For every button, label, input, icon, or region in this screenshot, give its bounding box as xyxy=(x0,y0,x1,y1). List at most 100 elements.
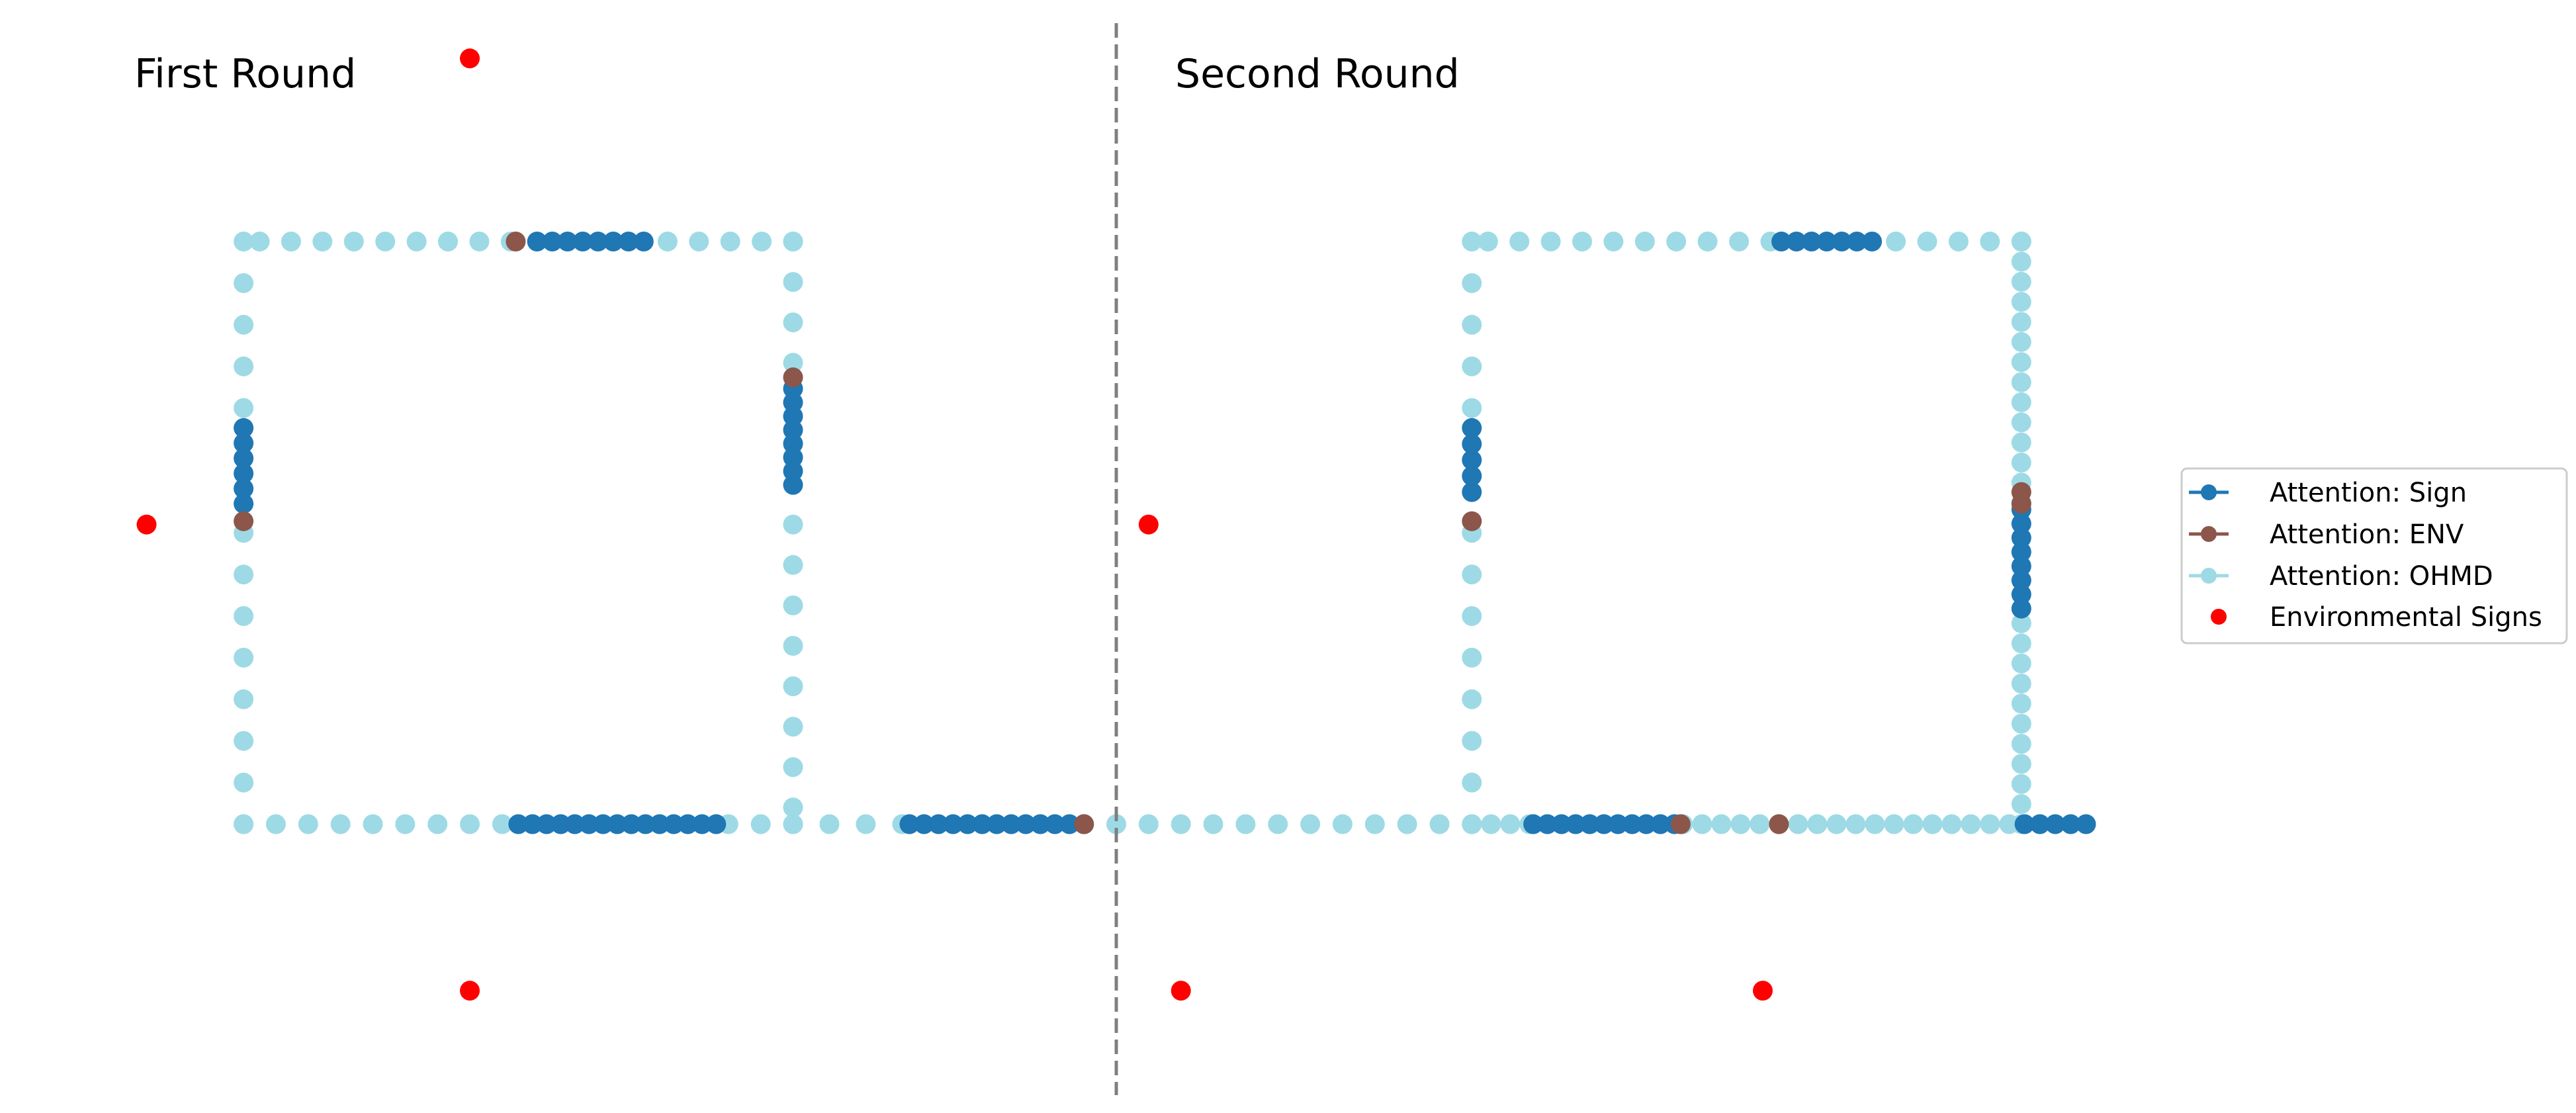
attention-sign-point xyxy=(1816,232,1837,251)
attention-sign-point xyxy=(1462,418,1482,438)
attention-ohmd-point xyxy=(2011,613,2031,633)
attention-ohmd-point xyxy=(265,814,286,834)
attention-env-point xyxy=(1670,814,1691,834)
attention-ohmd-point xyxy=(1462,689,1482,709)
attention-sign-point xyxy=(588,232,608,251)
attention-ohmd-point xyxy=(234,731,254,751)
attention-ohmd-point xyxy=(234,814,254,834)
attention-ohmd-point xyxy=(1462,814,1482,834)
attention-ohmd-point xyxy=(1462,356,1482,377)
attention-sign-point xyxy=(1462,450,1482,470)
attention-ohmd-point xyxy=(1509,232,1530,251)
attention-env-point xyxy=(783,367,803,388)
attention-ohmd-point xyxy=(2011,312,2031,332)
attention-ohmd-point xyxy=(234,398,254,418)
attention-ohmd-point xyxy=(1572,232,1592,251)
attention-ohmd-point xyxy=(298,814,318,834)
attention-sign-point xyxy=(664,814,684,834)
attention-ohmd-point xyxy=(1462,647,1482,668)
attention-ohmd-point xyxy=(1886,232,1906,251)
attention-sign-point xyxy=(2045,814,2065,834)
attention-ohmd-point xyxy=(363,814,383,834)
attention-sign-point xyxy=(1636,814,1656,834)
attention-sign-point xyxy=(706,814,727,834)
attention-sign-point xyxy=(564,814,585,834)
attention-sign-point xyxy=(1462,482,1482,502)
attention-ohmd-point xyxy=(234,772,254,793)
legend-ohmd-marker xyxy=(2201,568,2217,584)
attention-ohmd-series xyxy=(234,232,2031,834)
attention-ohmd-point xyxy=(689,232,709,251)
attention-sign-point xyxy=(1462,434,1482,454)
attention-ohmd-point xyxy=(1634,232,1655,251)
attention-sign-point xyxy=(234,494,254,514)
attention-sign-point xyxy=(2011,542,2031,562)
attention-sign-point xyxy=(1622,814,1642,834)
attention-ohmd-point xyxy=(783,797,803,818)
attention-sign-point xyxy=(1030,814,1051,834)
attention-ohmd-point xyxy=(2011,653,2031,674)
environmental-sign-point xyxy=(136,514,157,535)
attention-sign-point xyxy=(1001,814,1022,834)
attention-env-point xyxy=(234,511,254,531)
attention-sign-point xyxy=(1566,814,1586,834)
attention-sign-point xyxy=(649,814,670,834)
attention-ohmd-point xyxy=(2011,372,2031,392)
attention-ohmd-point xyxy=(1697,232,1718,251)
attention-sign-point xyxy=(234,463,254,484)
attention-sign-point xyxy=(1537,814,1558,834)
attention-sign-point xyxy=(783,406,803,426)
attention-ohmd-point xyxy=(460,814,480,834)
first-round-title: First Round xyxy=(134,51,356,97)
attention-sign-point xyxy=(1786,232,1806,251)
attention-ohmd-point xyxy=(234,273,254,293)
attention-ohmd-point xyxy=(783,757,803,778)
attention-ohmd-point xyxy=(752,232,772,251)
attention-env-point xyxy=(2011,494,2031,514)
attention-sign-point xyxy=(579,814,600,834)
attention-ohmd-point xyxy=(492,814,512,834)
attention-ohmd-point xyxy=(330,814,351,834)
attention-env-point xyxy=(506,232,526,251)
attention-sign-point xyxy=(957,814,978,834)
attention-sign-point xyxy=(1650,814,1671,834)
attention-sign-series xyxy=(234,232,2096,834)
legend-entry-env: Attention: ENV xyxy=(2189,519,2464,550)
attention-sign-point xyxy=(234,433,254,453)
attention-ohmd-point xyxy=(469,232,490,251)
attention-sign-point xyxy=(783,392,803,413)
legend-entry-sign: Attention: Sign xyxy=(2189,478,2467,508)
attention-sign-point xyxy=(783,420,803,440)
attention-ohmd-point xyxy=(2011,412,2031,433)
attention-ohmd-point xyxy=(783,717,803,737)
attention-sign-point xyxy=(2029,814,2050,834)
attention-ohmd-point xyxy=(281,232,301,251)
attention-sign-point xyxy=(1608,814,1628,834)
attention-sign-point xyxy=(783,447,803,468)
attention-ohmd-point xyxy=(234,647,254,668)
attention-ohmd-point xyxy=(1462,398,1482,418)
attention-ohmd-point xyxy=(343,232,364,251)
attention-sign-point xyxy=(508,814,529,834)
attention-ohmd-point xyxy=(1138,814,1159,834)
attention-sign-point xyxy=(537,814,556,834)
attention-ohmd-point xyxy=(2011,754,2031,774)
attention-ohmd-point xyxy=(1300,814,1321,834)
attention-sign-point xyxy=(618,232,639,251)
attention-sign-point xyxy=(542,232,562,251)
attention-ohmd-point xyxy=(1500,814,1521,834)
attention-sign-point xyxy=(972,814,993,834)
attention-ohmd-point xyxy=(2011,432,2031,453)
attention-sign-point xyxy=(1045,814,1065,834)
attention-ohmd-point xyxy=(1941,814,1962,834)
points-layer xyxy=(136,48,2096,1001)
attention-ohmd-point xyxy=(1961,814,1981,834)
attention-sign-point xyxy=(2011,527,2031,548)
attention-sign-point xyxy=(1801,232,1822,251)
attention-sign-point xyxy=(928,814,949,834)
attention-ohmd-point xyxy=(1711,814,1732,834)
attention-ohmd-point xyxy=(1948,232,1969,251)
attention-ohmd-point xyxy=(2011,251,2031,272)
attention-ohmd-point xyxy=(1980,232,2000,251)
